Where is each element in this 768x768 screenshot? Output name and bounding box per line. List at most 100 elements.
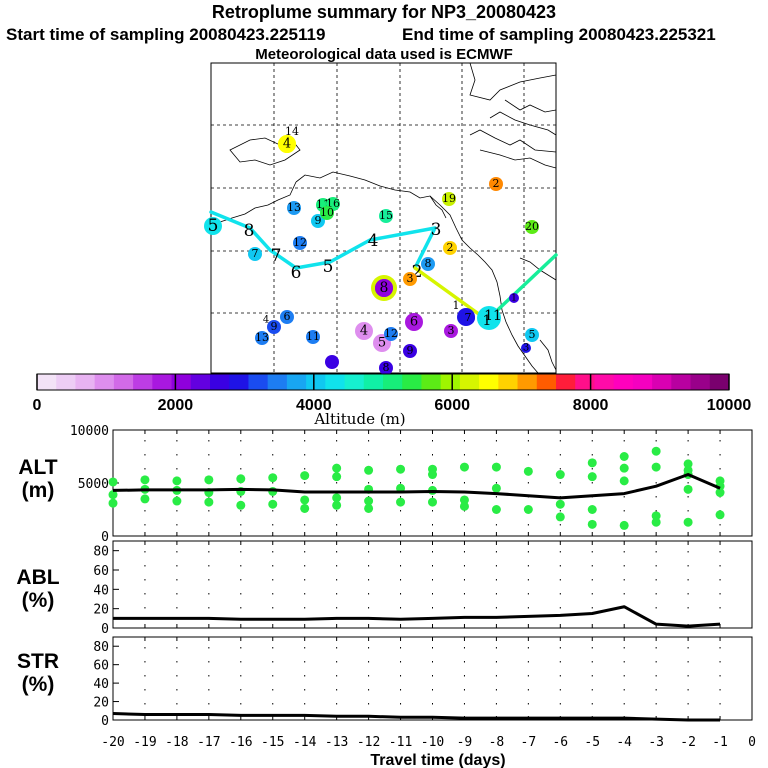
colorbar-swatch <box>690 374 711 390</box>
marker-label: 5 <box>529 328 536 341</box>
marker-label: 8 <box>380 280 389 296</box>
marker-dot <box>248 247 262 261</box>
map-marker: 8 <box>379 361 393 375</box>
x-tick-label: -20 <box>101 735 124 750</box>
colorbar-swatch <box>363 374 384 390</box>
altitude-point <box>555 499 565 509</box>
marker-dot <box>355 322 373 340</box>
abl-unit: (%) <box>21 589 55 612</box>
altitude-point <box>300 471 310 481</box>
map-marker: 19 <box>442 192 456 206</box>
colorbar-swatch <box>575 374 595 390</box>
marker-dot <box>255 331 269 345</box>
y-tick-label: 5000 <box>78 477 109 492</box>
altitude-point <box>396 464 406 474</box>
marker-dot <box>444 324 458 338</box>
y-tick-label: 60 <box>93 659 109 674</box>
marker-label: 4 <box>263 315 269 326</box>
colorbar-swatch <box>286 374 307 390</box>
altitude-point <box>459 495 469 505</box>
marker-label: 2 <box>493 177 500 190</box>
colorbar-swatch <box>709 374 730 390</box>
x-tick-label: -13 <box>325 735 348 750</box>
altitude-point <box>332 463 342 473</box>
marker-dot <box>461 311 475 325</box>
altitude-point <box>236 500 246 510</box>
colorbar-swatch <box>133 374 153 390</box>
colorbar-swatch <box>536 374 557 390</box>
start-time: Start time of sampling 20080423.225119 <box>6 25 326 44</box>
abl-line <box>113 605 721 628</box>
map-marker: 7 <box>271 246 282 266</box>
colorbar-tick-label: 4000 <box>296 397 332 414</box>
marker-label: 3 <box>407 272 414 285</box>
x-tick-label: 0 <box>748 735 756 750</box>
map-marker: 13 <box>255 331 269 345</box>
colorbar-swatch <box>190 374 211 390</box>
altitude-point <box>619 476 629 486</box>
y-tick-label: 80 <box>93 545 109 560</box>
colorbar-tick-label: 0 <box>33 397 42 414</box>
altitude-point <box>268 473 278 483</box>
marker-label: 9 <box>271 320 278 333</box>
marker-label: 6 <box>284 310 291 323</box>
map-marker: 7 <box>248 247 262 261</box>
altitude-point <box>428 470 437 480</box>
altitude-point <box>332 493 342 503</box>
map-marker: 3 <box>431 220 442 240</box>
colorbar-swatch <box>440 374 461 390</box>
altitude-point <box>587 472 597 482</box>
map-marker: 11 <box>306 330 320 344</box>
marker-dot <box>421 257 435 271</box>
abl-panel: 0 20 40 60 80 <box>93 540 753 637</box>
map-marker: 9 <box>403 344 417 358</box>
x-tick-label: -7 <box>521 735 537 750</box>
marker-dot <box>375 279 393 297</box>
alt-label: ALT <box>18 456 58 479</box>
colorbar-swatch <box>248 374 269 390</box>
x-tick-label: -19 <box>133 735 156 750</box>
map-marker: 15 <box>379 209 393 223</box>
altitude-point <box>236 474 246 484</box>
altitude-point <box>619 452 629 461</box>
marker-label: 8 <box>244 221 255 241</box>
x-tick-label: -4 <box>616 735 632 750</box>
colorbar-tick-label: 10000 <box>707 397 752 414</box>
map-marker: 2 <box>443 241 457 255</box>
plume-track <box>209 210 558 322</box>
altitude-point <box>587 458 597 468</box>
altitude-point <box>683 459 693 469</box>
altitude-point <box>651 462 661 472</box>
altitude-panel: 0 5000 10000 <box>70 424 753 545</box>
map-marker: 8 <box>421 257 435 271</box>
altitude-point <box>459 462 469 472</box>
x-axis: -20 -19 -18 -17 -16 -15 -14 -13 -12 -11 -10 -9 -8 -7-… <box>101 735 756 768</box>
marker-label: 6 <box>410 315 418 330</box>
colorbar-swatch <box>594 374 615 390</box>
map-marker: 3 <box>521 343 531 354</box>
y-tick-label: 0 <box>101 714 109 729</box>
colorbar-swatch <box>517 374 538 390</box>
marker-dot <box>379 209 393 223</box>
str-unit: (%) <box>21 673 55 696</box>
marker-dot <box>525 220 539 234</box>
y-tick-label: 40 <box>93 583 109 598</box>
x-tick-label: -15 <box>261 735 284 750</box>
map-marker: 4 <box>368 231 379 251</box>
marker-label: 2 <box>447 241 454 254</box>
x-tick-label: -5 <box>584 735 600 750</box>
altitude-colorbar: 0 2000 4000 6000 8000 10000 Altitude (m) <box>33 373 752 428</box>
x-tick-label: -11 <box>389 735 412 750</box>
marker-label: 12 <box>293 236 307 249</box>
map-marker: 8 <box>375 279 393 297</box>
y-tick-label: 60 <box>93 564 109 579</box>
map-marker: 1 <box>483 313 492 329</box>
altitude-point <box>555 512 565 522</box>
colorbar-swatch <box>344 374 365 390</box>
coastlines <box>211 62 557 374</box>
map-marker: 6 <box>280 310 294 324</box>
marker-label: 3 <box>448 324 455 337</box>
marker-label: 20 <box>525 220 539 233</box>
colorbar-swatch <box>671 374 692 390</box>
